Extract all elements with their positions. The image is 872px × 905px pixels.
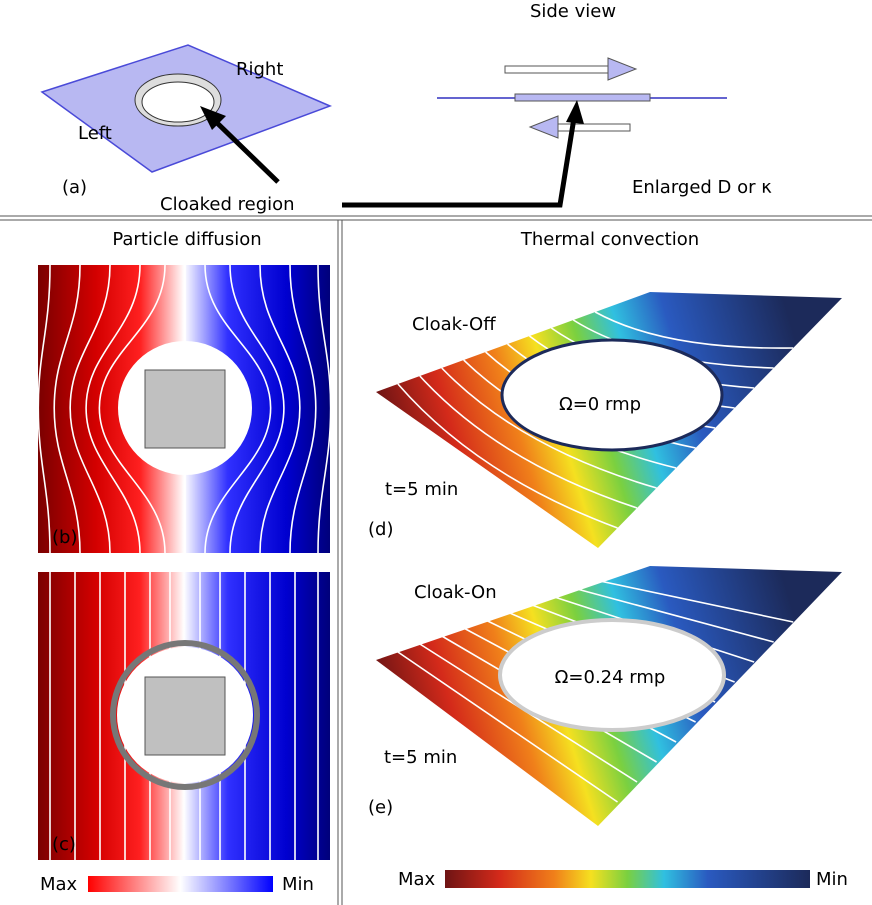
field-line <box>259 264 301 554</box>
state-label: Cloak-On <box>414 582 497 603</box>
field-line <box>595 579 794 623</box>
field-line <box>53 264 81 554</box>
field-line <box>397 383 618 529</box>
side-view-title: Side view <box>530 1 616 22</box>
panel-a: Side view Right Left (a) Cloaked region … <box>40 1 772 215</box>
field-line <box>419 375 638 509</box>
field-line <box>69 264 111 554</box>
thermal-convection: Thermal convection Cloak-Off Ω=0 rmp t=5… <box>368 229 848 890</box>
enlarged-label: Enlarged D or κ <box>632 177 772 198</box>
field-line <box>441 367 657 489</box>
panel-label: (c) <box>52 834 76 855</box>
pointer-label: Cloaked region <box>160 194 295 215</box>
field-line <box>37 264 51 554</box>
right-label: Right <box>236 59 283 80</box>
time-label: t=5 min <box>385 479 458 500</box>
particle-diffusion: Particle diffusion (b) (c) Max Min <box>37 229 332 895</box>
state-label: Cloak-Off <box>412 314 496 335</box>
panel-label: (d) <box>368 519 393 540</box>
field-line <box>204 264 272 554</box>
panel-label: (b) <box>52 527 77 548</box>
field-line <box>229 264 285 554</box>
field-line <box>317 264 332 554</box>
left-label: Left <box>78 123 112 144</box>
dividers <box>0 215 872 905</box>
colorbar-min: Min <box>282 874 314 895</box>
field-line <box>573 587 774 643</box>
rotation-label: Ω=0 rmp <box>559 394 641 415</box>
colorbar <box>88 876 273 892</box>
field-line <box>98 264 166 554</box>
field-line <box>397 651 618 803</box>
section-title: Particle diffusion <box>112 229 261 250</box>
panel-label: (a) <box>62 177 87 198</box>
time-label: t=5 min <box>384 747 457 768</box>
colorbar-min: Min <box>816 869 848 890</box>
field-line <box>289 264 317 554</box>
field-line <box>85 264 141 554</box>
section-title: Thermal convection <box>520 229 699 250</box>
colorbar-max: Max <box>398 869 436 890</box>
rotation-label: Ω=0.24 rmp <box>555 667 666 688</box>
panel-label: (e) <box>368 797 393 818</box>
colorbar <box>445 870 810 888</box>
colorbar-max: Max <box>40 874 78 895</box>
field-line <box>594 311 794 349</box>
